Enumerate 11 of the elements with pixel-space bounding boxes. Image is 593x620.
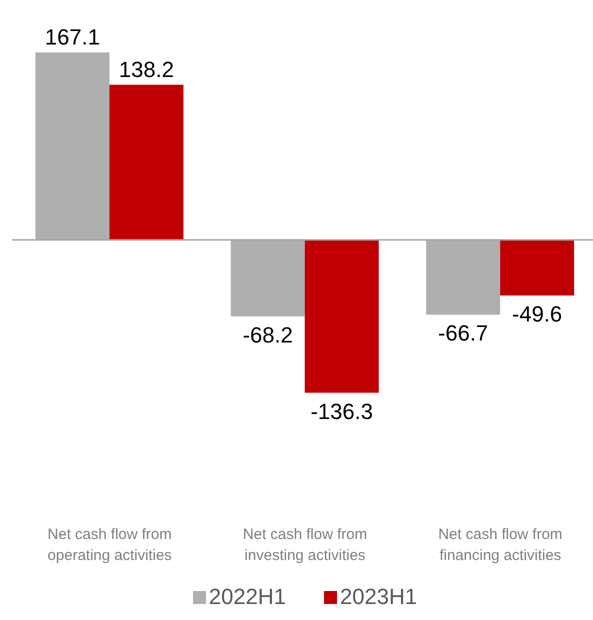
data-label: 138.2 — [118, 56, 174, 82]
data-label: -49.6 — [512, 302, 562, 327]
legend-label: 2023H1 — [339, 584, 418, 610]
x-tick-label: Net cash flow from investing activities — [242, 526, 368, 564]
legend-label: 2022H1 — [208, 584, 286, 610]
x-tick-label: Net cash flow from financing activities — [438, 526, 562, 564]
data-label: -66.7 — [438, 320, 488, 346]
data-label: 167.1 — [44, 24, 100, 50]
data-label: -68.2 — [242, 322, 293, 348]
x-tick-label: Net cash flow from operating activities — [48, 526, 172, 564]
data-label: -136.3 — [310, 398, 373, 424]
